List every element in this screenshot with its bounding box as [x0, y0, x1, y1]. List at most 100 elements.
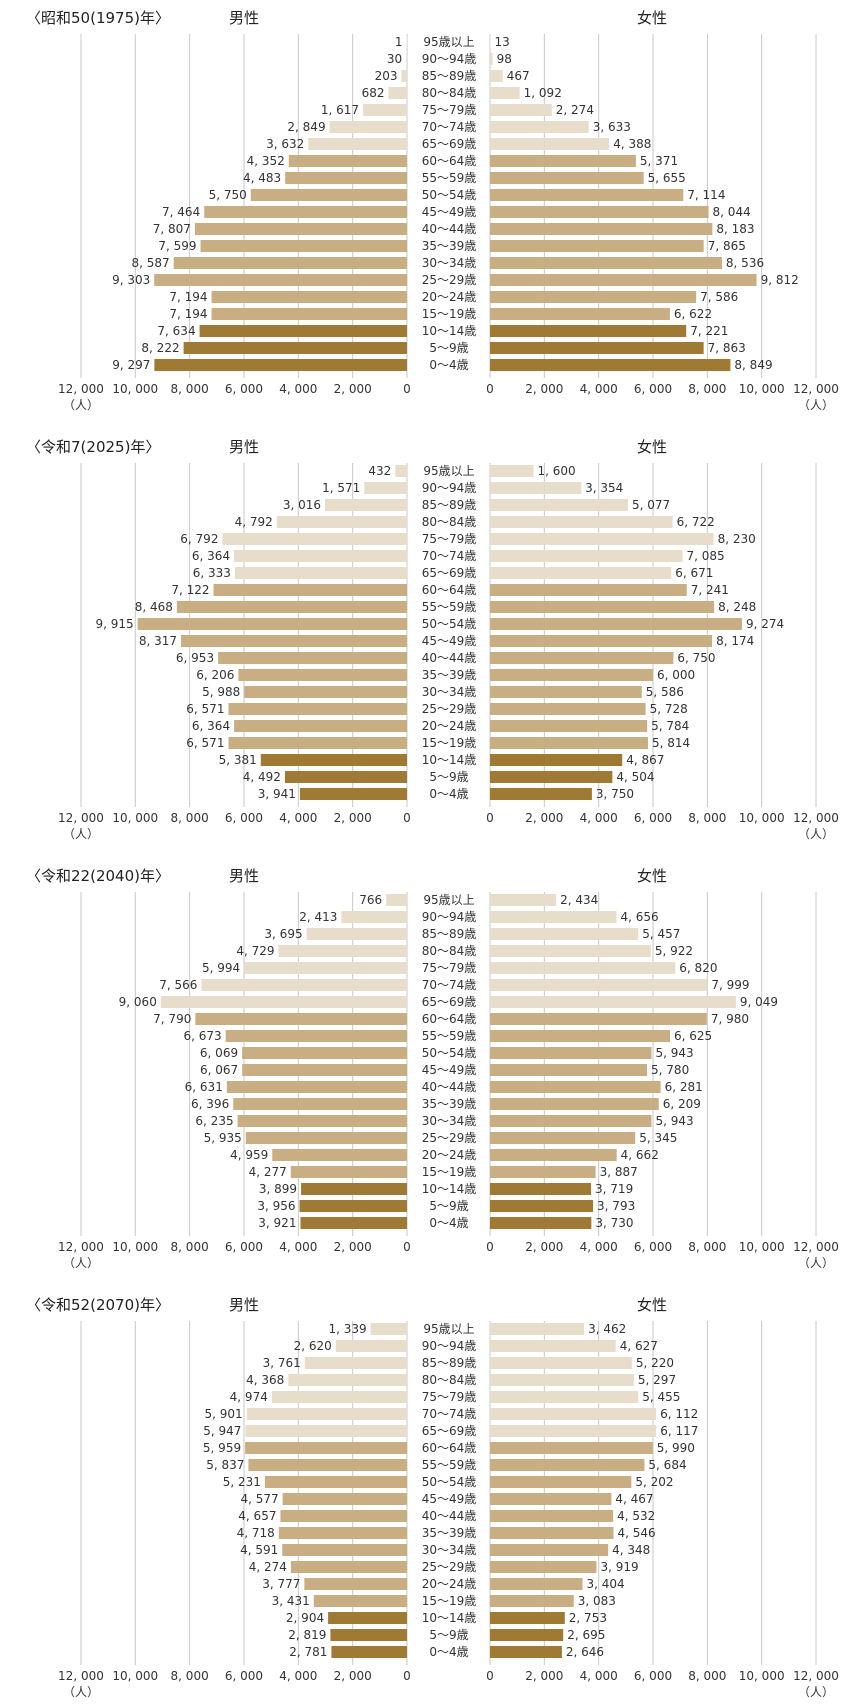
male-bar	[160, 996, 407, 1008]
x-tick-label: 2, 000	[334, 382, 372, 396]
male-value: 4, 974	[230, 1390, 268, 1404]
female-bar	[490, 1476, 632, 1488]
chart-title: 〈令和52(2070)年〉	[26, 1296, 170, 1314]
x-tick-label: 0	[486, 811, 494, 825]
female-bar	[490, 291, 697, 303]
male-value: 3, 777	[262, 1577, 300, 1591]
female-bar	[490, 499, 628, 511]
female-bar	[490, 1391, 639, 1403]
female-value: 7, 863	[708, 341, 746, 355]
female-bar	[490, 257, 722, 269]
male-bar	[288, 155, 407, 167]
male-value: 3, 016	[283, 498, 321, 512]
age-group-label: 45～49歳	[422, 634, 477, 648]
male-value: 5, 959	[203, 1441, 241, 1455]
x-tick-label: 8, 000	[171, 811, 209, 825]
male-bar	[176, 601, 407, 613]
age-group-label: 15～19歳	[422, 1594, 477, 1608]
female-bar	[490, 754, 623, 766]
x-tick-label: 8, 000	[688, 1240, 726, 1254]
unit-label: （人）	[798, 398, 834, 412]
age-group-label: 90～94歳	[422, 52, 477, 66]
age-group-label: 65～69歳	[422, 995, 477, 1009]
female-value: 2, 753	[569, 1611, 607, 1625]
age-group-label: 35～39歳	[422, 1097, 477, 1111]
unit-label: （人）	[798, 1685, 834, 1699]
female-bar	[490, 274, 757, 286]
female-value: 5, 586	[646, 685, 684, 699]
female-value: 3, 730	[595, 1216, 633, 1230]
female-value: 2, 646	[566, 1645, 604, 1659]
male-value: 6, 364	[192, 549, 230, 563]
age-group-label: 10～14歳	[422, 1182, 477, 1196]
male-value: 4, 577	[240, 1492, 278, 1506]
age-group-label: 0～4歳	[429, 1216, 468, 1230]
male-value: 1, 617	[321, 103, 359, 117]
female-bar	[490, 1166, 596, 1178]
x-tick-label: 8, 000	[688, 811, 726, 825]
age-group-label: 45～49歳	[422, 205, 477, 219]
male-bar	[395, 465, 407, 477]
female-bar	[490, 584, 687, 596]
male-bar	[308, 138, 407, 150]
male-value: 4, 274	[249, 1560, 287, 1574]
age-group-label: 90～94歳	[422, 1339, 477, 1353]
female-bar	[490, 1629, 564, 1641]
female-bar	[490, 550, 683, 562]
female-value: 4, 867	[626, 753, 664, 767]
x-tick-label: 10, 000	[112, 811, 158, 825]
x-tick-label: 8, 000	[688, 1669, 726, 1683]
x-tick-label: 4, 000	[580, 811, 618, 825]
male-bar	[284, 771, 407, 783]
female-value: 7, 586	[700, 290, 738, 304]
age-group-label: 40～44歳	[422, 1080, 477, 1094]
female-value: 3, 404	[586, 1577, 624, 1591]
male-value: 7, 566	[159, 978, 197, 992]
age-group-label: 75～79歳	[422, 532, 477, 546]
female-value: 3, 719	[595, 1182, 633, 1196]
female-bar	[490, 928, 639, 940]
x-tick-label: 6, 000	[634, 382, 672, 396]
female-value: 5, 077	[632, 498, 670, 512]
male-bar	[290, 1166, 407, 1178]
x-tick-label: 6, 000	[634, 1669, 672, 1683]
age-group-label: 5～9歳	[429, 770, 468, 784]
female-bar	[490, 308, 670, 320]
female-value: 3, 919	[600, 1560, 638, 1574]
unit-label: （人）	[63, 1256, 99, 1270]
age-group-label: 85～89歳	[422, 927, 477, 941]
female-value: 6, 671	[675, 566, 713, 580]
male-value: 432	[368, 464, 391, 478]
male-label: 男性	[229, 867, 259, 885]
female-value: 3, 083	[578, 1594, 616, 1608]
male-value: 1, 571	[322, 481, 360, 495]
male-bar	[386, 894, 407, 906]
male-bar	[237, 1115, 407, 1127]
x-tick-label: 4, 000	[279, 382, 317, 396]
age-group-label: 5～9歳	[429, 1628, 468, 1642]
female-value: 7, 241	[691, 583, 729, 597]
age-group-label: 45～49歳	[422, 1063, 477, 1077]
male-bar	[278, 1527, 407, 1539]
female-value: 4, 467	[615, 1492, 653, 1506]
x-tick-label: 2, 000	[525, 1240, 563, 1254]
x-tick-label: 12, 000	[58, 382, 104, 396]
age-group-label: 80～84歳	[422, 515, 477, 529]
male-bar	[282, 1493, 407, 1505]
male-value: 3, 899	[259, 1182, 297, 1196]
male-bar	[330, 1629, 407, 1641]
x-tick-label: 12, 000	[793, 1669, 839, 1683]
female-bar	[490, 1442, 653, 1454]
female-bar	[490, 911, 617, 923]
age-group-label: 50～54歳	[422, 188, 477, 202]
male-value: 8, 317	[139, 634, 177, 648]
female-value: 13	[495, 35, 510, 49]
male-value: 1, 339	[328, 1322, 366, 1336]
male-bar	[304, 1357, 407, 1369]
male-bar	[218, 652, 407, 664]
male-value: 7, 790	[153, 1012, 191, 1026]
female-value: 3, 887	[600, 1165, 638, 1179]
male-label: 男性	[229, 9, 259, 27]
age-group-label: 20～24歳	[422, 1148, 477, 1162]
male-value: 5, 994	[202, 961, 240, 975]
